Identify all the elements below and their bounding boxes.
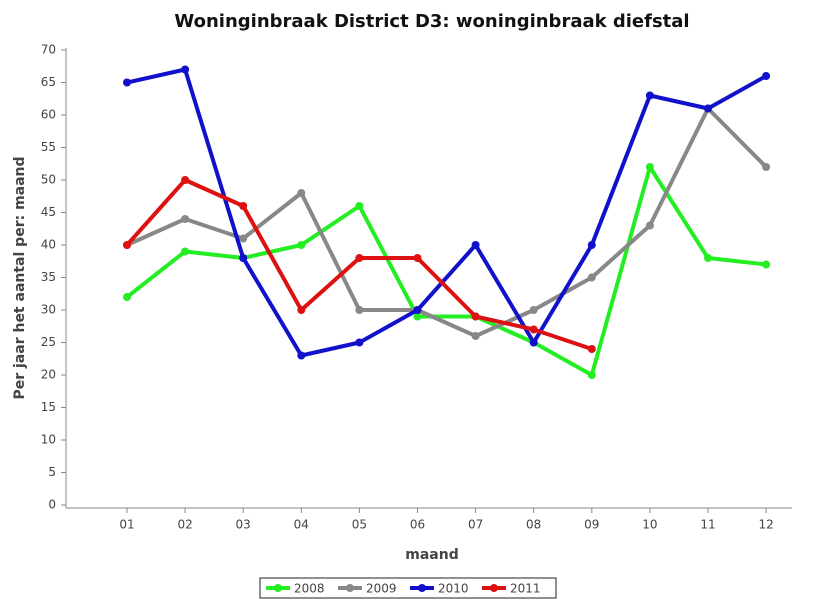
data-point: [239, 202, 248, 210]
data-point: [645, 221, 654, 230]
data-point: [762, 72, 771, 80]
data-point: [297, 306, 306, 314]
x-tick-label: 11: [700, 518, 715, 532]
x-tick-label: 01: [119, 518, 134, 532]
x-tick-label: 10: [642, 518, 657, 532]
data-point: [297, 351, 306, 360]
x-tick-label: 08: [526, 518, 541, 532]
y-tick-label: 60: [41, 108, 56, 122]
y-tick-label: 35: [41, 270, 56, 284]
legend-label: 2009: [366, 582, 397, 596]
x-tick-label: 07: [468, 518, 483, 532]
data-point: [587, 241, 596, 249]
y-tick-label: 15: [41, 400, 56, 414]
data-point: [704, 254, 712, 262]
data-point: [355, 254, 364, 262]
data-point: [645, 91, 654, 100]
legend-marker: [274, 584, 282, 592]
legend-label: 2011: [510, 582, 541, 596]
x-tick-label: 02: [177, 518, 192, 532]
data-point: [762, 163, 771, 171]
y-tick-label: 0: [48, 498, 56, 512]
x-tick-label: 09: [584, 518, 599, 532]
y-tick-label: 5: [48, 465, 56, 479]
data-point: [762, 260, 771, 269]
data-point: [181, 176, 190, 184]
data-point: [529, 325, 538, 334]
x-tick-label: 06: [410, 518, 425, 532]
data-point: [471, 241, 480, 249]
data-point: [297, 189, 306, 197]
data-point: [471, 312, 480, 321]
data-point: [471, 332, 480, 340]
y-tick-label: 20: [41, 368, 56, 382]
data-point: [529, 338, 538, 347]
legend-marker: [346, 584, 354, 592]
x-tick-label: 05: [352, 518, 367, 532]
data-point: [413, 306, 422, 314]
data-point: [355, 202, 364, 210]
x-tick-label: 03: [236, 518, 251, 532]
y-tick-label: 70: [41, 43, 56, 57]
data-point: [239, 254, 248, 262]
legend-label: 2010: [438, 582, 469, 596]
data-point: [587, 371, 596, 379]
data-point: [587, 273, 596, 282]
y-tick-label: 10: [41, 433, 56, 447]
data-point: [645, 163, 654, 171]
data-point: [181, 65, 190, 74]
data-point: [123, 241, 131, 249]
data-point: [239, 234, 248, 243]
y-tick-label: 40: [41, 238, 56, 252]
x-axis-label: maand: [405, 547, 458, 563]
legend-box: [259, 577, 557, 599]
data-point: [123, 293, 131, 301]
data-point: [529, 306, 538, 314]
y-tick-label: 55: [41, 140, 56, 154]
x-tick-label: 12: [758, 518, 773, 532]
series-line: [126, 67, 768, 358]
series-line: [125, 165, 767, 377]
data-point: [413, 254, 422, 262]
legend-marker: [490, 584, 498, 592]
data-point: [355, 338, 364, 347]
legend-label: 2008: [294, 582, 325, 596]
x-tick-label: 04: [294, 518, 309, 532]
data-point: [297, 241, 306, 249]
data-point: [413, 312, 422, 321]
y-axis-label: Per jaar het aantal per: maand: [12, 156, 28, 399]
y-tick-label: 65: [41, 75, 56, 89]
y-tick-label: 50: [41, 173, 56, 187]
legend-marker: [418, 584, 426, 592]
series-line: [126, 106, 768, 338]
y-tick-label: 30: [41, 303, 56, 317]
data-point: [181, 247, 190, 256]
data-point: [355, 306, 364, 314]
data-point: [123, 78, 131, 87]
data-point: [587, 345, 596, 353]
y-tick-label: 25: [41, 335, 56, 349]
data-point: [181, 215, 190, 223]
data-point: [704, 104, 712, 113]
chart-title: Woninginbraak District D3: woninginbraak…: [174, 11, 689, 32]
y-tick-label: 45: [41, 205, 56, 219]
